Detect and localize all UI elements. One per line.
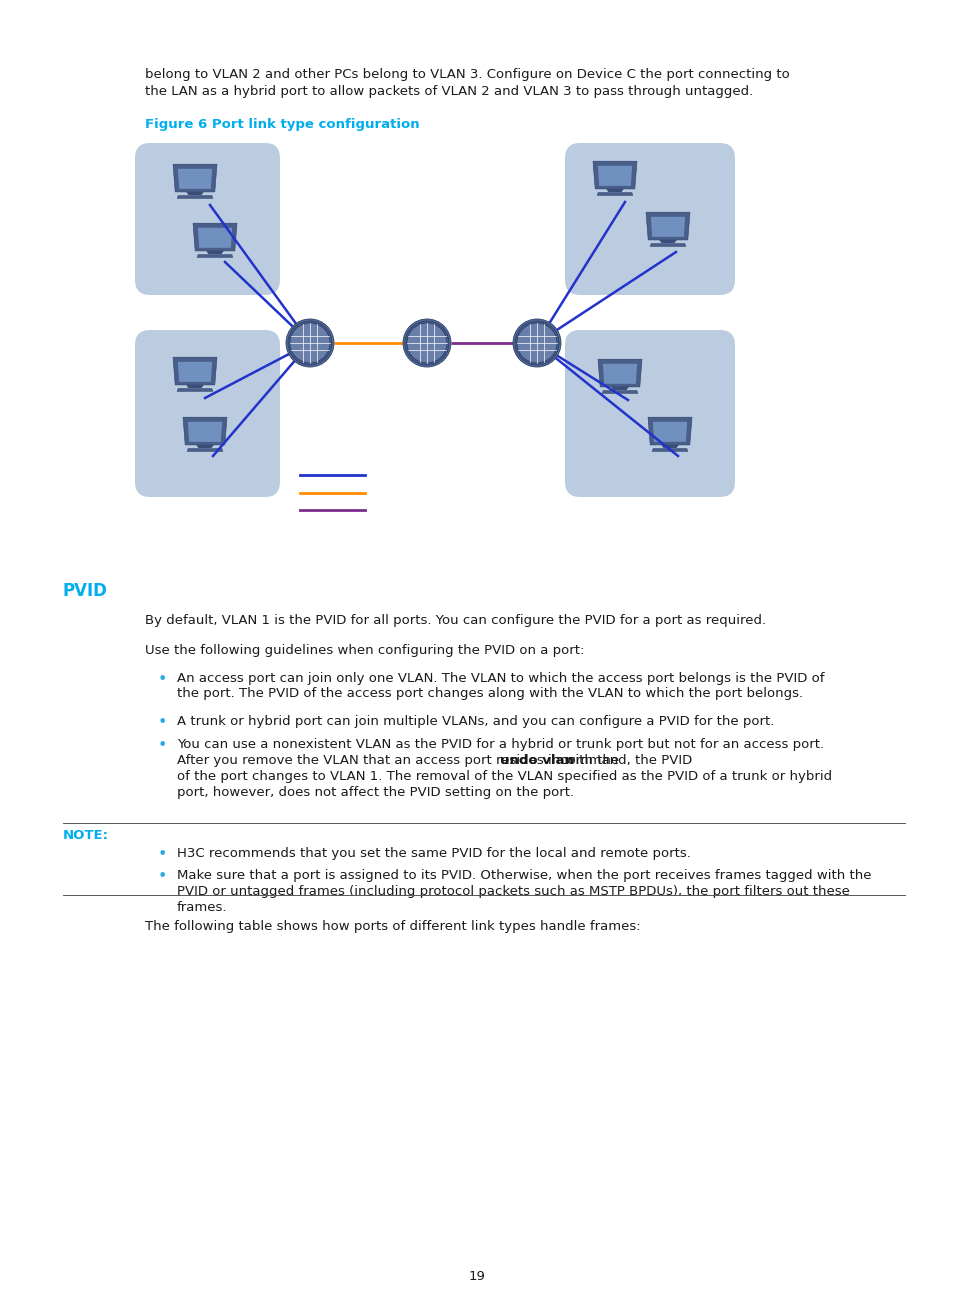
Circle shape: [405, 321, 449, 365]
Circle shape: [407, 323, 447, 363]
Circle shape: [288, 321, 332, 365]
Polygon shape: [193, 223, 236, 251]
Circle shape: [517, 323, 557, 363]
Text: •: •: [158, 870, 167, 884]
Text: H3C recommends that you set the same PVID for the local and remote ports.: H3C recommends that you set the same PVI…: [177, 848, 690, 861]
Polygon shape: [172, 358, 216, 385]
Circle shape: [290, 323, 330, 363]
Polygon shape: [177, 389, 213, 391]
Text: The following table shows how ports of different link types handle frames:: The following table shows how ports of d…: [145, 920, 640, 933]
Polygon shape: [593, 161, 637, 189]
Text: Make sure that a port is assigned to its PVID. Otherwise, when the port receives: Make sure that a port is assigned to its…: [177, 870, 871, 883]
Polygon shape: [601, 390, 638, 394]
Polygon shape: [645, 213, 689, 240]
Polygon shape: [206, 251, 224, 254]
Polygon shape: [597, 192, 632, 196]
Text: the LAN as a hybrid port to allow packets of VLAN 2 and VLAN 3 to pass through u: the LAN as a hybrid port to allow packet…: [145, 86, 753, 98]
Polygon shape: [177, 362, 212, 382]
Polygon shape: [183, 417, 227, 445]
FancyBboxPatch shape: [564, 330, 734, 496]
Polygon shape: [652, 448, 687, 451]
FancyBboxPatch shape: [135, 143, 280, 295]
FancyBboxPatch shape: [135, 330, 280, 496]
Text: 19: 19: [468, 1270, 485, 1283]
Text: undo vlan: undo vlan: [500, 754, 574, 767]
Polygon shape: [197, 228, 232, 248]
Polygon shape: [650, 216, 684, 237]
Polygon shape: [647, 417, 691, 445]
Circle shape: [286, 319, 334, 367]
Text: port, however, does not affect the PVID setting on the port.: port, however, does not affect the PVID …: [177, 785, 574, 800]
Text: of the port changes to VLAN 1. The removal of the VLAN specified as the PVID of : of the port changes to VLAN 1. The remov…: [177, 770, 831, 783]
Polygon shape: [188, 421, 222, 442]
Text: •: •: [158, 737, 167, 753]
Polygon shape: [196, 445, 213, 448]
Polygon shape: [177, 196, 213, 198]
Text: Use the following guidelines when configuring the PVID on a port:: Use the following guidelines when config…: [145, 644, 584, 657]
Text: •: •: [158, 848, 167, 862]
Polygon shape: [605, 189, 623, 192]
Polygon shape: [659, 240, 676, 244]
Text: •: •: [158, 715, 167, 730]
Circle shape: [515, 321, 558, 365]
Text: •: •: [158, 673, 167, 687]
Text: frames.: frames.: [177, 901, 227, 914]
Polygon shape: [187, 448, 223, 451]
Text: You can use a nonexistent VLAN as the PVID for a hybrid or trunk port but not fo: You can use a nonexistent VLAN as the PV…: [177, 737, 823, 750]
Circle shape: [402, 319, 451, 367]
Polygon shape: [186, 192, 204, 194]
Polygon shape: [649, 244, 685, 246]
Polygon shape: [197, 254, 233, 258]
Polygon shape: [660, 445, 679, 448]
Polygon shape: [598, 359, 641, 388]
Text: By default, VLAN 1 is the PVID for all ports. You can configure the PVID for a p: By default, VLAN 1 is the PVID for all p…: [145, 614, 765, 627]
Text: PVID: PVID: [63, 582, 108, 600]
Text: belong to VLAN 2 and other PCs belong to VLAN 3. Configure on Device C the port : belong to VLAN 2 and other PCs belong to…: [145, 67, 789, 80]
Polygon shape: [172, 165, 216, 192]
Polygon shape: [186, 385, 204, 388]
Circle shape: [513, 319, 560, 367]
Text: command, the PVID: command, the PVID: [556, 754, 692, 767]
Text: Figure 6 Port link type configuration: Figure 6 Port link type configuration: [145, 118, 419, 131]
Text: NOTE:: NOTE:: [63, 829, 109, 842]
Text: After you remove the VLAN that an access port resides in with the: After you remove the VLAN that an access…: [177, 754, 622, 767]
Polygon shape: [602, 364, 637, 384]
FancyBboxPatch shape: [564, 143, 734, 295]
Polygon shape: [611, 388, 628, 390]
Polygon shape: [177, 168, 212, 189]
Text: A trunk or hybrid port can join multiple VLANs, and you can configure a PVID for: A trunk or hybrid port can join multiple…: [177, 715, 774, 728]
Polygon shape: [652, 421, 686, 442]
Polygon shape: [598, 166, 632, 185]
Text: PVID or untagged frames (including protocol packets such as MSTP BPDUs), the por: PVID or untagged frames (including proto…: [177, 885, 849, 898]
Text: An access port can join only one VLAN. The VLAN to which the access port belongs: An access port can join only one VLAN. T…: [177, 673, 823, 700]
